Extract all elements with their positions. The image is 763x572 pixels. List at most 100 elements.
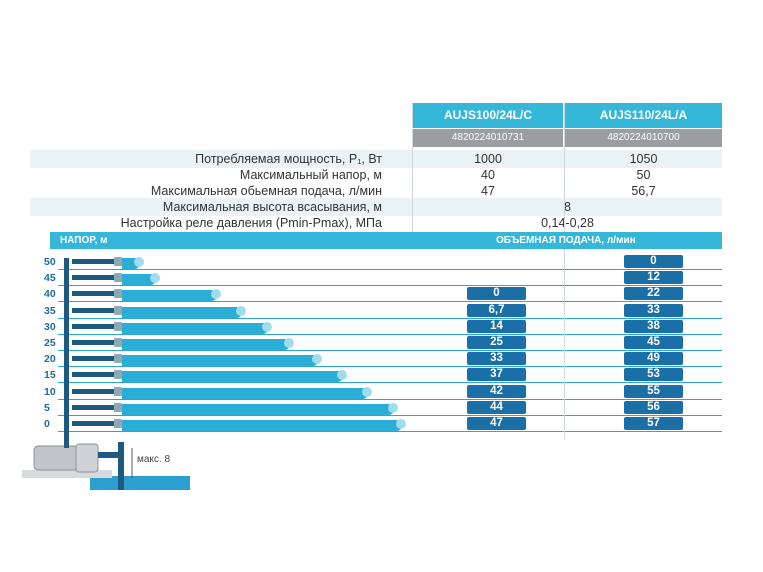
flow-value-model-1: 37: [467, 368, 526, 382]
row-divider: [58, 366, 722, 368]
water-jet: [122, 403, 394, 415]
pump-head: [75, 443, 99, 473]
flow-column-divider: [564, 249, 565, 439]
flow-value-model-2: 45: [624, 336, 683, 349]
head-level-label: 45: [44, 272, 56, 285]
column-divider-2: [564, 103, 565, 232]
row-divider: [58, 350, 722, 351]
spec-head-m1: 40: [481, 168, 495, 182]
row-divider: [58, 285, 722, 287]
pipe-fitting: [114, 402, 122, 412]
model-header-2: AUJS110/24L/A: [565, 103, 722, 128]
head-level-label: 10: [44, 385, 56, 398]
flow-value-model-1: 0: [467, 287, 526, 301]
model-code-1: 4820224010731: [413, 129, 563, 147]
water-spray: [312, 354, 322, 365]
outlet-pipe: [72, 323, 122, 329]
spec-band-1: [30, 150, 722, 168]
row-divider: [58, 317, 722, 319]
water-jet: [122, 290, 218, 302]
head-level-label: 35: [44, 304, 56, 317]
water-spray: [387, 402, 398, 413]
head-level-label: 0: [44, 418, 50, 430]
head-level-label: 15: [44, 369, 56, 382]
water-jet: [122, 387, 369, 399]
flow-value-model-2: 56: [624, 400, 683, 414]
flow-value-model-2: 33: [624, 303, 683, 317]
row-divider: [58, 414, 722, 416]
water-spray: [362, 386, 373, 397]
spec-flow-m2: 56,7: [631, 184, 656, 198]
spec-relay-value: 0,14-0,28: [541, 216, 594, 230]
row-divider: [58, 382, 722, 384]
water-spray: [396, 419, 406, 429]
row-divider: [58, 398, 722, 400]
water-jet: [122, 420, 402, 431]
water-spray: [261, 321, 272, 332]
outlet-pipe: [72, 421, 122, 426]
outlet-pipe: [72, 340, 122, 345]
spec-label-flow: Максимальная обьемная подача, л/мин: [150, 184, 382, 198]
flow-value-model-1: 42: [467, 384, 526, 398]
water-jet: [122, 274, 156, 286]
pipe-fitting: [114, 273, 122, 283]
water-spray: [337, 370, 348, 381]
suction-pipe: [118, 442, 124, 490]
head-axis-label: НАПОР, м: [60, 235, 108, 246]
head-level-label: 30: [44, 320, 56, 333]
riser-pipe: [64, 258, 69, 448]
water-jet: [122, 355, 318, 367]
head-level-label: 5: [44, 401, 50, 414]
spec-label-head: Максимальный напор, м: [239, 168, 382, 182]
spec-suction-value: 8: [564, 200, 571, 214]
pipe-fitting: [114, 257, 122, 266]
flow-value-model-2: 0: [624, 255, 683, 268]
flow-value-model-2: 53: [624, 368, 683, 382]
flow-axis-label: ОБЪЕМНАЯ ПОДАЧА, л/мин: [496, 235, 636, 246]
water-jet: [122, 322, 268, 334]
pipe-fitting: [114, 386, 122, 396]
flow-value-model-1: 33: [467, 352, 526, 366]
flow-value-model-1: 25: [467, 336, 526, 349]
flow-value-model-1: 6,7: [467, 303, 526, 317]
outlet-pipe: [72, 372, 122, 378]
water-spray: [236, 305, 247, 316]
outlet-pipe: [72, 404, 122, 410]
flow-value-model-2: 12: [624, 271, 683, 285]
water-spray: [284, 338, 294, 348]
outlet-pipe: [72, 291, 122, 297]
flow-value-model-2: 57: [624, 417, 683, 430]
pipe-fitting: [114, 338, 122, 347]
water-spray: [149, 273, 160, 284]
flow-value-model-2: 22: [624, 287, 683, 301]
outlet-pipe: [72, 356, 122, 362]
head-level-label: 20: [44, 353, 56, 366]
water-surface: [90, 476, 190, 490]
flow-value-model-1: 47: [467, 417, 526, 430]
water-spray: [211, 289, 222, 300]
head-level-label: 40: [44, 288, 56, 301]
model-code-2: 4820224010700: [565, 129, 722, 147]
pipe-fitting: [114, 289, 122, 299]
spec-power-m1: 1000: [474, 152, 502, 166]
flow-table-header: НАПОР, м ОБЪЕМНАЯ ПОДАЧА, л/мин: [50, 232, 722, 249]
head-level-label: 25: [44, 337, 56, 349]
outlet-pipe: [72, 388, 122, 394]
spec-head-m2: 50: [636, 168, 651, 182]
spec-label-relay: Настройка реле давления (Pmin-Pmax), МПа: [120, 216, 382, 230]
model-header-1: AUJS100/24L/C: [413, 103, 563, 128]
water-jet: [122, 339, 290, 350]
head-level-label: 50: [44, 256, 56, 268]
spec-label-power: Потребляемая мощность, P₁, Вт: [195, 152, 382, 166]
row-divider: [58, 431, 722, 432]
row-divider: [58, 269, 722, 270]
column-divider-1: [412, 103, 413, 232]
pump-base: [22, 470, 112, 478]
water-jet: [122, 371, 344, 383]
water-spray: [134, 257, 144, 267]
flow-value-model-1: 44: [467, 400, 526, 414]
spec-band-3: [30, 198, 722, 216]
outlet-pipe: [72, 307, 122, 313]
pump-illustration: [22, 442, 190, 490]
water-jet: [122, 258, 140, 269]
